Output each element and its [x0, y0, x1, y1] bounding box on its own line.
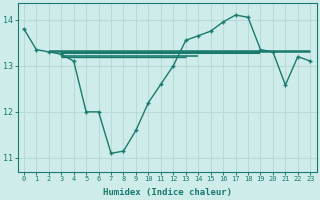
X-axis label: Humidex (Indice chaleur): Humidex (Indice chaleur) [103, 188, 232, 197]
